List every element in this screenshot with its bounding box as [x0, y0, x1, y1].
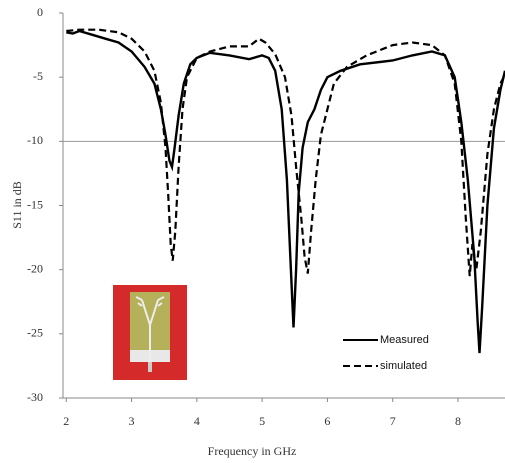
legend-label: Measured	[380, 334, 429, 346]
x-tick-label: 3	[129, 414, 135, 428]
series-line	[66, 29, 505, 354]
x-tick-label: 2	[63, 414, 69, 428]
connector	[148, 362, 152, 372]
antenna-trace	[135, 296, 165, 362]
x-tick-label: 6	[324, 414, 330, 428]
y-axis-label: S11 in dB	[10, 181, 24, 229]
x-tick-label: 7	[390, 414, 396, 428]
x-tick-label: 8	[455, 414, 461, 428]
inset-photo	[113, 285, 187, 380]
x-tick-label: 4	[194, 414, 200, 428]
y-tick-label: -5	[33, 69, 43, 83]
y-tick-label: -20	[27, 261, 43, 275]
y-tick-label: -25	[27, 326, 43, 340]
legend: Measured simulated	[343, 334, 429, 372]
x-tick-label: 5	[259, 414, 265, 428]
y-tick-label: 0	[37, 5, 43, 19]
y-tick-label: -30	[27, 390, 43, 404]
legend-label: simulated	[380, 360, 427, 372]
x-axis-label: Frequency in GHz	[208, 444, 297, 458]
y-tick-label: -15	[27, 197, 43, 211]
y-tick-label: -10	[27, 133, 43, 147]
series-line	[66, 28, 505, 277]
